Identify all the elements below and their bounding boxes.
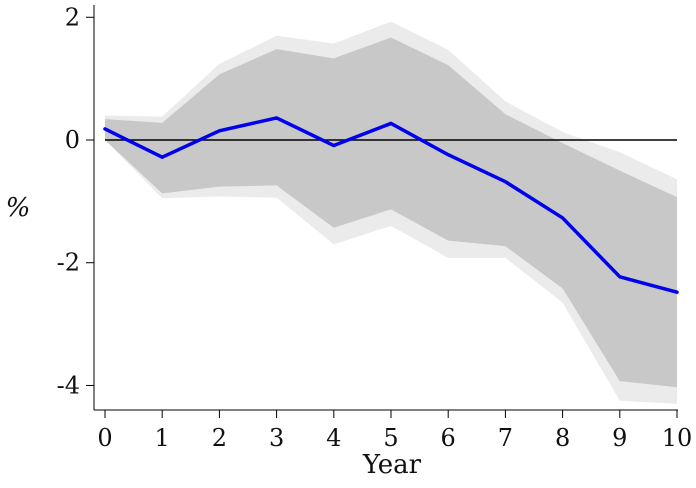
- x-axis-title: Year: [362, 450, 422, 480]
- series-lines: [103, 116, 679, 294]
- y-tick-label: 0: [65, 126, 80, 154]
- y-axis-title: %: [6, 193, 31, 223]
- x-tick-label: 3: [269, 424, 284, 452]
- axes: [93, 5, 678, 411]
- y-tick-label: 2: [65, 3, 80, 31]
- x-tick-label: 4: [326, 424, 341, 452]
- x-tick-label: 6: [441, 424, 456, 452]
- series-line-0: [103, 116, 679, 294]
- y-tick-label: -2: [57, 249, 80, 277]
- x-tick-label: 9: [612, 424, 627, 452]
- tick-labels: 0 1 2 3 4 5 6 7 8 9 10 2 0 -2 -4: [57, 3, 693, 452]
- x-tick-label: 5: [383, 424, 398, 452]
- x-tick-label: 2: [212, 424, 227, 452]
- x-tick-label: 1: [155, 424, 170, 452]
- x-tick-label: 8: [555, 424, 570, 452]
- x-tick-label: 7: [498, 424, 513, 452]
- tick-marks: [86, 16, 678, 418]
- y-tick-label: -4: [57, 371, 80, 399]
- x-tick-label: 10: [662, 424, 693, 452]
- x-tick-label: 0: [97, 424, 112, 452]
- confidence-bands: [105, 21, 677, 404]
